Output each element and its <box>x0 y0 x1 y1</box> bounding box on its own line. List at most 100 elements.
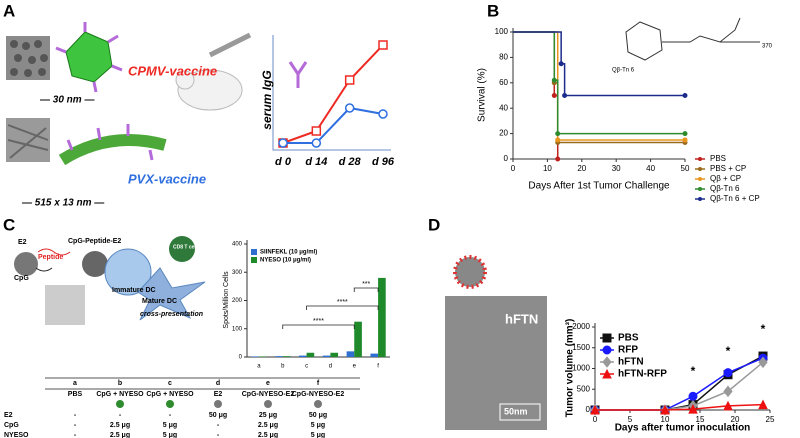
image-label: 50nm <box>504 406 528 416</box>
marker <box>602 345 612 355</box>
x-tick-label: d 0 <box>275 156 292 168</box>
legend-swatch <box>251 257 257 263</box>
x-axis-label: Days After 1st Tumor Challenge <box>528 181 670 192</box>
column-name: E2 <box>214 391 223 398</box>
marker <box>551 77 557 83</box>
marker <box>558 61 564 67</box>
table-cell: 5 μg <box>311 422 325 429</box>
y-tick-label: 100 <box>495 27 509 36</box>
panel-c-art <box>14 236 206 325</box>
panel-letter: A <box>3 1 15 20</box>
diagram-label: Peptide <box>38 254 63 261</box>
x-tick-label: 5 <box>628 415 633 424</box>
marker <box>602 368 612 379</box>
bar <box>354 321 362 357</box>
legend-swatch <box>251 249 257 255</box>
legend-label: NYESO (10 μg/ml) <box>260 258 311 264</box>
legend-dot <box>698 197 702 201</box>
significance-label: * <box>691 364 696 378</box>
marker <box>311 126 322 136</box>
table-cell: 5 μg <box>163 422 177 429</box>
immature-dc <box>104 248 152 296</box>
micrograph <box>45 285 85 325</box>
x-tick-label: 30 <box>612 164 621 173</box>
y-tick-label: 0 <box>586 405 591 414</box>
y-axis-label: Survival (%) <box>477 68 488 122</box>
diagram-label: CD8 T cell <box>173 244 198 250</box>
bar <box>306 352 315 357</box>
legend-dot <box>698 187 702 191</box>
table-cell: - <box>217 422 220 429</box>
column-letter: e <box>266 380 270 387</box>
legend-label: Qβ-Tn 6 <box>710 184 740 193</box>
table-cell: 5 μg <box>311 432 325 438</box>
x-tick-label: 10 <box>543 164 552 173</box>
x-tick-label: c <box>305 364 308 370</box>
marker <box>590 404 600 415</box>
table-cell: 2.5 μg <box>258 422 278 429</box>
panel-d-art <box>445 255 547 430</box>
diagram-label: CpG <box>14 275 29 282</box>
mouse-head <box>175 70 195 90</box>
structure <box>625 17 760 61</box>
marker <box>378 40 388 50</box>
marker <box>758 356 768 369</box>
table-cell: - <box>169 412 172 419</box>
survival-line <box>513 31 685 141</box>
column-name: CpG-NYESO-E2 <box>292 391 345 398</box>
legend-label: hFTN-RFP <box>618 369 667 380</box>
significance-label: * <box>726 344 731 358</box>
y-tick-label: 20 <box>499 129 508 138</box>
bar <box>378 277 386 357</box>
mature-dc <box>137 267 206 321</box>
column-letter: c <box>168 380 172 387</box>
marker <box>723 400 733 411</box>
y-tick-label: 2000 <box>572 322 590 331</box>
x-axis-label: Days after tumor inoculation <box>615 423 751 434</box>
table-cell: - <box>74 432 77 438</box>
legend-label: SIINFEKL (10 μg/ml) <box>260 250 317 256</box>
y-tick-label: 100 <box>232 326 243 332</box>
y-tick-label: 1000 <box>572 364 590 373</box>
table-cell: - <box>119 412 122 419</box>
table-cell: 50 μg <box>209 412 227 419</box>
bar <box>298 355 307 357</box>
significance-bracket <box>282 324 355 329</box>
column-name: CpG-NYESO-E2 <box>242 391 295 398</box>
panel-letter: B <box>487 1 499 20</box>
survival-line <box>513 31 685 135</box>
x-tick-label: 20 <box>731 415 740 424</box>
table-cell: E2 <box>4 412 13 419</box>
marker <box>723 385 733 398</box>
legend-label: PBS + CP <box>710 164 746 173</box>
x-tick-label: e <box>353 364 357 370</box>
legend-label: PBS <box>618 333 639 344</box>
significance-label: *** <box>362 281 370 288</box>
y-tick-label: 400 <box>232 242 243 248</box>
survival-line <box>513 31 559 159</box>
legend-label: Qβ + CP <box>710 174 741 183</box>
series-line <box>283 106 384 144</box>
marker <box>555 137 561 143</box>
y-axis-label: Tumor volume (mm³) <box>565 319 576 418</box>
x-tick-label: b <box>281 364 285 370</box>
legend-dot <box>698 167 702 171</box>
table-cell: 5 μg <box>163 432 177 438</box>
x-tick-label: 15 <box>696 415 705 424</box>
particle-icon <box>625 21 663 61</box>
marker <box>682 93 688 98</box>
annotation: — 30 nm — <box>39 95 95 106</box>
table-cell: - <box>217 432 220 438</box>
bar <box>322 355 331 357</box>
significance-label: **** <box>313 318 324 325</box>
ferritin-icon <box>453 255 487 289</box>
marker <box>688 404 698 414</box>
icon <box>166 400 174 408</box>
diagram-label: E2 <box>18 239 27 246</box>
marker <box>562 93 568 98</box>
cpmv-particle <box>65 31 113 83</box>
series-label: CPMV-vaccine <box>128 63 217 78</box>
tem-image <box>445 296 547 430</box>
table-cell: 50 μg <box>309 412 327 419</box>
